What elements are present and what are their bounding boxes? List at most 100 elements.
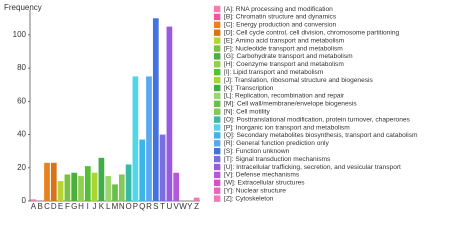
legend-label: [E]: Amino acid transport and metabolism xyxy=(224,37,345,44)
legend-label: [T]: Signal transduction mechanisms xyxy=(224,156,331,163)
legend-swatch xyxy=(214,195,221,202)
y-axis-label: Frequency xyxy=(4,3,42,12)
x-tick-label: N xyxy=(119,202,125,211)
legend-swatch xyxy=(214,45,221,52)
bar xyxy=(64,174,71,201)
legend-label: [U]: Intracellular trafficking, secretio… xyxy=(224,164,401,171)
legend-swatch xyxy=(214,155,221,163)
legend-swatch xyxy=(214,148,221,155)
legend-label: [J]: Translation, ribosomal structure an… xyxy=(224,77,374,84)
legend-label: [F]: Nucleotide transport and metabolism xyxy=(224,45,343,52)
bar xyxy=(105,176,112,201)
legend-label: [Q]: Secondary metabolites biosynthesis,… xyxy=(224,132,418,139)
bar xyxy=(173,172,180,201)
y-tick-label: 20 xyxy=(17,163,26,172)
legend-swatch xyxy=(214,61,221,68)
bar xyxy=(30,199,37,201)
legend-label: [P]: Inorganic ion transport and metabol… xyxy=(224,124,350,131)
x-tick-label: Z xyxy=(194,202,199,211)
x-tick-label: W xyxy=(179,202,187,211)
x-tick-label: V xyxy=(174,202,180,211)
x-tick-label: F xyxy=(65,202,70,211)
x-tick-label: Q xyxy=(139,202,145,211)
y-tick-label: 60 xyxy=(17,96,26,105)
x-tick-label: J xyxy=(93,202,97,211)
legend-label: [A]: RNA processing and modification xyxy=(224,6,333,13)
legend-swatch xyxy=(214,132,221,139)
legend-swatch xyxy=(214,108,221,115)
legend-swatch xyxy=(214,187,221,194)
legend-label: [B]: Chromatin structure and dynamics xyxy=(224,14,337,21)
legend-swatch xyxy=(214,84,221,92)
bar xyxy=(91,172,98,201)
x-tick-label: K xyxy=(99,202,105,211)
legend-label: [K]: Transcription xyxy=(224,85,274,92)
x-tick-label: C xyxy=(44,202,50,211)
legend-label: [R]: General function prediction only xyxy=(224,140,330,147)
bar xyxy=(118,174,125,201)
bar xyxy=(152,18,159,201)
legend-label: [L]: Replication, recombination and repa… xyxy=(224,93,345,100)
x-tick-label: E xyxy=(58,202,63,211)
legend-label: [C]: Energy production and conversion xyxy=(224,22,336,29)
bar xyxy=(193,197,200,201)
legend-swatch xyxy=(214,116,221,123)
x-tick-label: M xyxy=(112,202,119,211)
legend-label: [G]: Carbohydrate transport and metaboli… xyxy=(224,53,353,60)
legend-label: [Y]: Nuclear structure xyxy=(224,187,286,194)
x-tick-label: O xyxy=(125,202,131,211)
legend-label: [I]: Lipid transport and metabolism xyxy=(224,69,324,76)
legend-swatch xyxy=(214,21,221,28)
legend-label: [N]: Cell motility xyxy=(224,108,270,115)
legend-swatch xyxy=(214,171,221,179)
bar xyxy=(98,157,105,201)
legend-label: [H]: Coenzyme transport and metabolism xyxy=(224,61,344,68)
x-tick-label: U xyxy=(167,202,173,211)
bar xyxy=(146,76,152,201)
legend-label: [M]: Cell wall/membrane/envelope biogene… xyxy=(224,101,357,108)
bar xyxy=(84,166,91,201)
bar xyxy=(44,162,50,201)
y-tick-label: 80 xyxy=(17,63,26,72)
y-tick-label: 40 xyxy=(17,130,26,139)
legend-swatch xyxy=(214,29,221,36)
x-tick-label: D xyxy=(51,202,57,211)
legend-label: [W]: Extracellular structures xyxy=(224,180,305,187)
bar xyxy=(139,139,146,201)
x-tick-label: Y xyxy=(187,202,193,211)
bar xyxy=(57,181,64,201)
legend-swatch xyxy=(214,5,221,13)
x-tick-label: B xyxy=(38,202,43,211)
x-tick-label: L xyxy=(106,202,111,211)
legend-label: [Z]: Cytoskeleton xyxy=(224,195,274,202)
bar xyxy=(159,134,166,201)
legend-swatch xyxy=(214,163,221,171)
legend-label: [D]: Cell cycle control, cell division, … xyxy=(224,29,400,36)
legend-label: [O]: Posttranslational modification, pro… xyxy=(224,116,411,123)
chart: Frequency 0 20 40 60 80 100 A B C D E F G H I J K L M N O P Q R… xyxy=(4,3,418,211)
legend-swatch xyxy=(214,13,221,21)
legend-swatch xyxy=(214,69,221,76)
legend-swatch xyxy=(214,92,221,100)
legend-swatch xyxy=(214,100,221,107)
legend-label: [S]: Function unknown xyxy=(224,148,290,155)
bar xyxy=(71,172,78,201)
legend-swatch xyxy=(214,124,221,131)
bar xyxy=(125,164,132,201)
bar xyxy=(112,184,118,201)
x-tick-label: P xyxy=(133,202,138,211)
legend-swatch xyxy=(214,140,221,147)
y-tick-label: 0 xyxy=(22,196,27,205)
bar xyxy=(132,76,139,201)
bar xyxy=(50,162,57,201)
x-tick-label: S xyxy=(153,202,158,211)
legend-label: [V]: Defense mechanisms xyxy=(224,172,300,179)
bar xyxy=(166,26,173,201)
legend-swatch xyxy=(214,37,221,44)
x-tick-label: G xyxy=(71,202,77,211)
legend-swatch xyxy=(214,53,221,60)
legend-swatch xyxy=(214,76,221,84)
x-tick-label: R xyxy=(146,202,152,211)
x-tick-label: I xyxy=(87,202,89,211)
x-tick-label: H xyxy=(78,202,84,211)
